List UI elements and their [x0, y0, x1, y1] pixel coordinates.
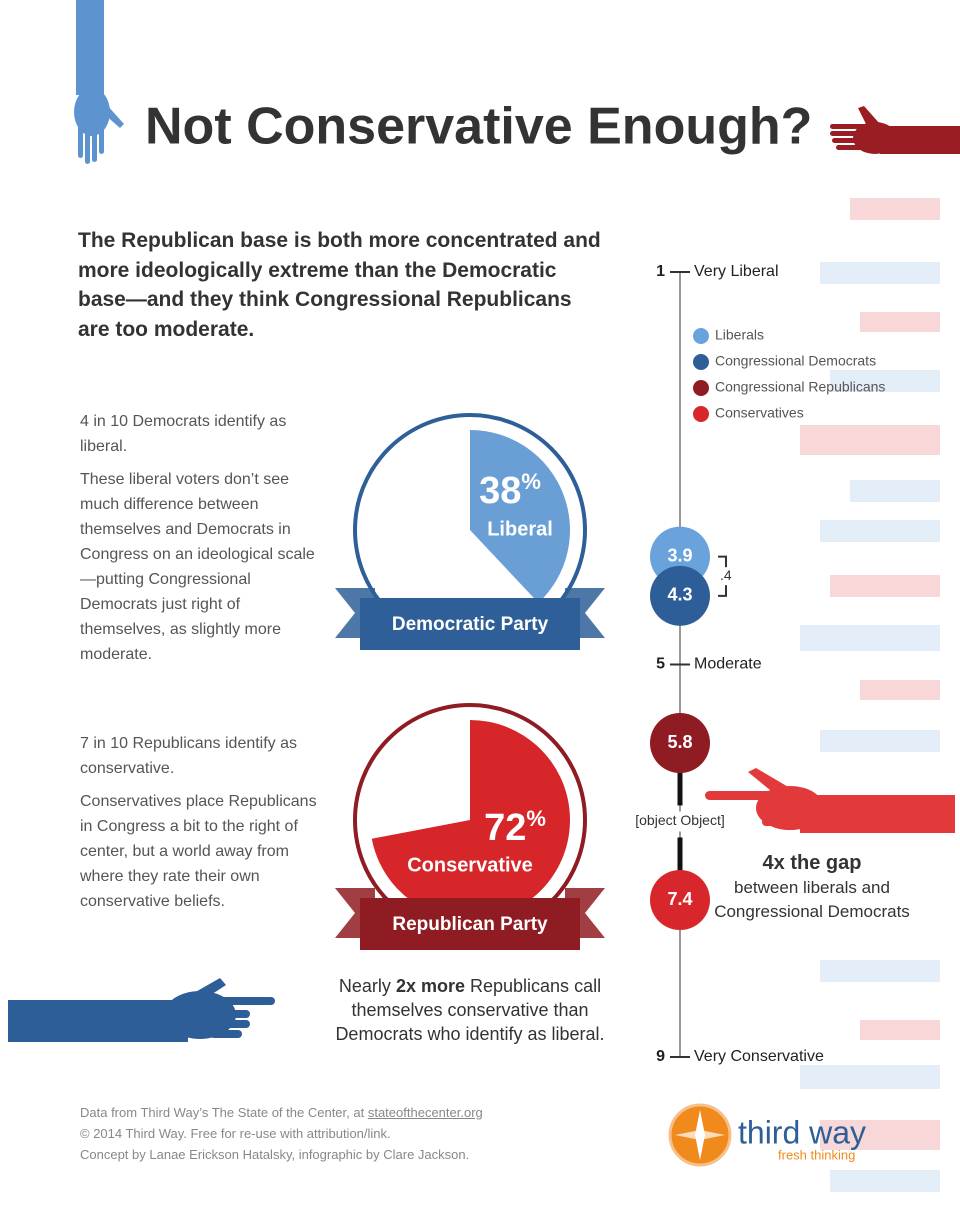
pie-value: 72%: [484, 806, 546, 849]
gap-note: 4x the gap between liberals and Congress…: [712, 851, 912, 924]
pie-value-unit: %: [526, 806, 546, 831]
logo-name: third way: [738, 1114, 866, 1150]
pie-wedge: [371, 720, 570, 920]
legend-label: Congressional Republicans: [715, 379, 885, 395]
footer-link[interactable]: stateofthecenter.org: [367, 1105, 483, 1120]
pie-label: Liberal: [487, 518, 553, 540]
democrats-lead: 4 in 10 Democrats identify as liberal.: [80, 413, 287, 455]
ribbon: [360, 898, 580, 950]
gap-note-text: between liberals and Congressional Democ…: [714, 878, 910, 921]
scale-tick-label: Moderate: [694, 656, 762, 673]
pie-value: 38%: [479, 469, 541, 512]
scale-point-label: 7.4: [667, 889, 692, 909]
legend-label: Conservatives: [715, 405, 804, 421]
scale-tick-label: Very Conservative: [694, 1048, 824, 1065]
pie-label: Conservative: [407, 854, 533, 876]
comparison: Nearly 2x more Republicans call themselv…: [310, 974, 630, 1046]
hand-red-top: [830, 106, 960, 154]
background-hands: [800, 198, 940, 1192]
subtitle: The Republican base is both more concent…: [78, 229, 601, 341]
scale-point-label: 4.3: [667, 585, 692, 605]
gap-label: .4: [720, 567, 732, 583]
scale-point: [650, 713, 710, 773]
logo-tagline: fresh thinking: [778, 1147, 855, 1162]
hand-red-pointing: [705, 768, 955, 833]
legend-marker: [693, 380, 709, 396]
legend-marker: [693, 406, 709, 422]
pie-value-unit: %: [521, 469, 541, 494]
scale-tick-number: 1: [656, 263, 665, 280]
ribbon: [360, 598, 580, 650]
scale-tick-number: 9: [656, 1048, 665, 1065]
footer-source: Data from Third Way’s The State of the C…: [80, 1105, 365, 1120]
footer-copyright: © 2014 Third Way. Free for re-use with a…: [80, 1126, 391, 1141]
scale-point: [650, 565, 710, 626]
republicans-body: Conservatives place Republicans in Congr…: [80, 793, 317, 910]
scale-tick-number: 5: [656, 656, 665, 673]
title: Not Conservative Enough?: [145, 98, 812, 156]
scale-point-label: 5.8: [667, 732, 692, 752]
ribbon-label: Republican Party: [392, 914, 548, 935]
hand-blue-pointing: [8, 978, 275, 1042]
republicans-text: 7 in 10 Republicans identify as conserva…: [80, 731, 325, 922]
scale-point-label: 3.9: [667, 545, 692, 565]
logo-icon: [668, 1103, 732, 1167]
comparison-before: Nearly: [338, 976, 391, 996]
comparison-emphasis: 2x more: [395, 976, 465, 996]
scale-tick-label: Very Liberal: [694, 263, 779, 280]
legend-marker: [693, 328, 709, 344]
democrats-body: These liberal voters don’t see much diff…: [80, 471, 315, 663]
ribbon-label: Democratic Party: [392, 614, 549, 635]
comparison-after: Republicans call themselves conservative…: [335, 976, 605, 1044]
scale-point: [650, 870, 710, 930]
pie-wedge: [470, 430, 571, 603]
footer: Data from Third Way’s The State of the C…: [80, 1102, 483, 1165]
republicans-lead: 7 in 10 Republicans identify as conserva…: [80, 735, 298, 777]
gap-label: [object Object]: [635, 812, 725, 828]
hand-blue-top: [74, 0, 124, 164]
gap-label-bg: [718, 567, 738, 586]
legend-label: Liberals: [715, 327, 764, 343]
pie-value-number: 38: [479, 470, 521, 512]
legend-marker: [693, 354, 709, 370]
gap-label-bg: [664, 811, 696, 832]
legend-label: Congressional Democrats: [715, 353, 876, 369]
footer-credits: Concept by Lanae Erickson Hatalsky, info…: [80, 1147, 470, 1162]
gap-note-emphasis: 4x the gap: [762, 852, 862, 874]
pie-value-number: 72: [484, 807, 526, 849]
democrats-text: 4 in 10 Democrats identify as liberal. T…: [80, 409, 325, 675]
